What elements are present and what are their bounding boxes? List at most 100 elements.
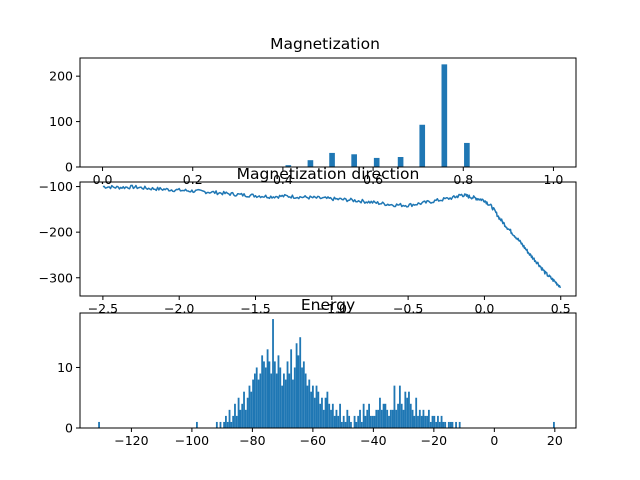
y-tick-label: 0 [65,160,73,175]
histogram-bar [306,385,309,428]
histogram-bar [350,421,352,428]
histogram-bar [219,421,222,428]
magnetization-axes-ticks: 0.0 0.2 0.4 0.6 0.8 1.0 0 100 200 [49,69,563,187]
histogram-bar [344,421,347,428]
histogram-bar [444,421,447,428]
series-line [102,184,562,289]
histogram-bar [308,379,311,428]
histogram-bar [311,385,314,428]
histogram-bar [391,409,394,428]
histogram-bar [426,415,428,428]
histogram-bar [362,403,365,428]
y-tick-label: 100 [49,114,73,129]
histogram-bar [373,157,380,167]
histogram-bar [223,421,226,428]
histogram-bar [285,165,292,167]
histogram-bar [252,379,254,428]
histogram-bar [264,367,267,428]
magnetization-direction-axes-frame [79,181,577,297]
histogram-bar [241,403,244,428]
histogram-bar [458,421,461,428]
histogram-bar [243,391,245,428]
y-tick-label: 200 [49,69,73,84]
x-tick-label: 0.0 [474,301,494,316]
histogram-bar [290,349,293,428]
x-tick-label: −60 [300,433,326,448]
histogram-bar [418,409,421,428]
histogram-bar [397,403,399,428]
histogram-bar [398,385,401,428]
histogram-bar [379,397,381,428]
histogram-bar [355,421,358,428]
histogram-bar [302,361,305,428]
magnetization-direction-axes-ticks: −2.5 −2.0 −1.5 −1.0 −0.5 0.0 0.5 −100 −200 −300 [39,179,571,316]
histogram-bar [324,397,327,428]
histogram-bar [268,361,271,428]
histogram-bar [299,337,302,428]
histogram-bar [402,409,405,428]
histogram-bar [346,409,349,428]
magnetization-panel: Magnetization 0.0 0.2 0.4 0.6 0.8 1.0 0 100 200 [49,35,577,187]
histogram-bar [340,421,343,428]
histogram-bar [348,415,351,428]
histogram-bar [438,421,441,428]
histogram-bar [357,415,360,428]
histogram-bar [228,409,231,428]
histogram-bar [359,409,361,428]
histogram-bar [386,409,389,428]
histogram-bar [413,415,416,428]
x-tick-label: 0 [490,433,498,448]
histogram-bar [437,415,439,428]
histogram-bar [409,403,412,428]
histogram-bar [382,403,385,428]
histogram-bar [326,391,329,428]
x-tick-label: −20 [421,433,447,448]
histogram-bar [404,391,407,428]
histogram-bar [237,397,240,428]
histogram-bar [225,415,227,428]
energy-bars [98,319,555,428]
histogram-bar [239,409,242,428]
histogram-bar [442,421,445,428]
histogram-bar [230,421,233,428]
histogram-bar [328,403,331,428]
x-tick-label: −120 [114,433,148,448]
histogram-bar [215,421,218,428]
histogram-bar [304,373,307,428]
histogram-bar [424,415,427,428]
histogram-bar [364,415,367,428]
magnetization-direction-panel: −2.5 −2.0 −1.5 −1.0 −0.5 0.0 0.5 −100 −200 −300 M… [39,165,577,316]
histogram-bar [331,403,334,428]
energy-axes-ticks: −120 −100 −80 −60 −40 −20 0 20 0 10 [57,360,563,448]
histogram-bar [449,421,452,428]
x-tick-label: −2.0 [164,301,194,316]
histogram-bar [435,421,438,428]
histogram-bar [337,415,340,428]
histogram-bar [377,409,380,428]
histogram-bar [232,415,235,428]
histogram-bar [369,415,372,428]
histogram-bar [315,385,318,428]
histogram-bar [301,367,303,428]
histogram-bar [333,415,336,428]
histogram-bar [427,409,430,428]
histogram-bar [420,415,423,428]
x-tick-label: 0.2 [183,172,203,187]
x-tick-label: 0.5 [551,301,571,316]
histogram-bar [270,373,273,428]
histogram-bar [226,421,229,428]
histogram-bar [441,64,448,167]
x-tick-label: −80 [239,433,265,448]
energy-panel: −120 −100 −80 −60 −40 −20 0 20 0 10 Energy [57,296,577,448]
histogram-bar [388,415,390,428]
histogram-bar [234,403,236,428]
histogram-bar [246,397,249,428]
histogram-bar [196,421,198,428]
histogram-bar [395,409,398,428]
histogram-bar [292,379,294,428]
histogram-bar [360,421,363,428]
histogram-bar [464,142,470,167]
x-tick-label: −1.0 [317,301,347,316]
histogram-bar [422,409,425,428]
histogram-bar [319,403,322,428]
